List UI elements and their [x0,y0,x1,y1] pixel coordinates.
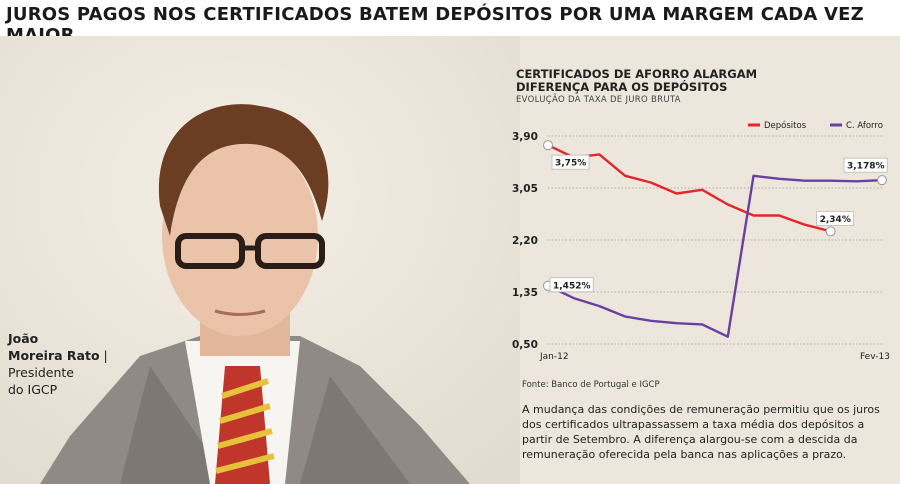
chart-title-line2: DIFERENÇA PARA OS DEPÓSITOS [516,80,728,94]
data-label: 1,452% [553,281,591,291]
caption-name-last: Moreira Rato [8,348,100,363]
data-label-box [816,211,855,226]
x-tick-label: Jan-12 [539,352,569,362]
legend-label: Depósitos [764,120,807,131]
data-label: 3,178% [847,162,885,172]
chart-source: Fonte: Banco de Portugal e IGCP [522,380,660,390]
caption-role-line1: Presidente [8,365,74,380]
y-tick-label: 1,35 [512,287,538,299]
series-line [547,144,831,233]
y-tick-label: 3,90 [512,131,538,143]
data-label-box [549,277,594,293]
chart-subtitle: EVOLUÇÃO DA TAXA DE JURO BRUTA [516,95,681,105]
series-line [547,174,883,338]
legend-label: C. Aforro [846,121,883,131]
data-label-box [551,154,590,170]
data-label: 2,34% [820,215,851,225]
article-body: A mudança das condições de remuneração p… [522,403,880,461]
caption-role-line2: do IGCP [8,382,58,397]
caption-separator: | [103,348,108,363]
data-point-marker [825,226,836,237]
chart-title: CERTIFICADOS DE AFORRO ALARGAM DIFERENÇA… [516,68,776,94]
photo-caption: João Moreira Rato | Presidente do IGCP [8,330,108,398]
y-tick-label: 0,50 [512,339,538,351]
chart-title-line1: CERTIFICADOS DE AFORRO ALARGAM [516,67,758,81]
y-tick-label: 3,05 [512,183,538,195]
y-tick-label: 2,20 [512,235,538,247]
data-label: 3,75% [555,159,586,169]
x-tick-label: Fev-13 [860,352,890,362]
portrait-photo [0,36,520,484]
caption-name-first: João [8,331,39,346]
data-label-box [843,157,888,173]
data-point-marker [877,175,887,186]
data-point-marker [543,140,553,151]
